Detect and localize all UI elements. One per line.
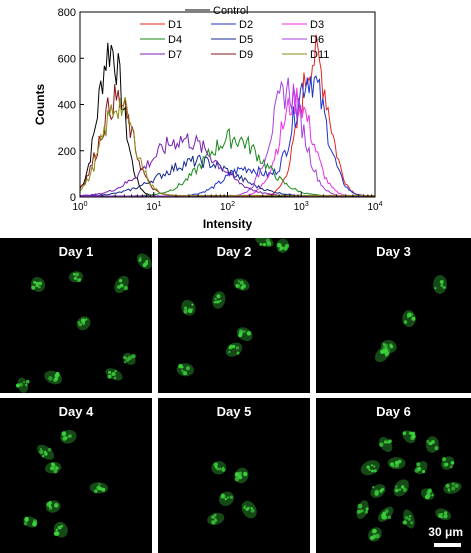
cell — [225, 342, 243, 357]
cell — [105, 368, 123, 381]
cell — [114, 275, 129, 294]
legend-label-d9: D9 — [239, 49, 253, 61]
cell — [15, 377, 30, 393]
cell — [37, 444, 55, 460]
cell — [360, 460, 380, 476]
cell — [122, 352, 136, 365]
x-tick-label: 100 — [72, 201, 87, 213]
x-axis-label: Intensity — [203, 217, 253, 231]
cell — [234, 467, 249, 484]
cell — [233, 278, 250, 291]
x-tick-label: 101 — [146, 201, 161, 213]
cell — [380, 339, 397, 354]
panel-label-day-5: Day 5 — [216, 404, 252, 419]
cell — [44, 370, 62, 385]
cell — [23, 516, 38, 528]
y-tick-label: 400 — [58, 100, 76, 112]
cell — [212, 291, 226, 309]
cell — [241, 500, 257, 519]
panel-label-day-2: Day 2 — [216, 244, 252, 259]
micrograph-day-4: Day 4 — [0, 398, 152, 553]
cell — [378, 506, 394, 522]
panel-label-day-6: Day 6 — [376, 404, 411, 419]
cell — [387, 457, 406, 470]
flow-cytometry-histogram: 0 200 400 600 800 100 101 102 103 104 Intensity Cou… — [33, 5, 383, 231]
cell — [370, 484, 386, 498]
cell — [420, 488, 435, 500]
legend-label-d4: D4 — [168, 34, 182, 46]
cell — [53, 521, 68, 538]
y-tick-label: 200 — [58, 146, 76, 158]
micrograph-day-1: Day 1 — [0, 238, 152, 393]
cell — [402, 430, 416, 444]
cell — [276, 238, 290, 253]
cell — [368, 527, 382, 542]
x-tick-label: 102 — [220, 201, 235, 213]
cell — [441, 456, 455, 470]
cell — [443, 481, 462, 494]
cell — [60, 429, 77, 444]
cell — [211, 461, 227, 475]
cell — [374, 346, 391, 363]
legend-label-d7: D7 — [168, 49, 182, 61]
cell — [425, 436, 439, 453]
micrograph-day-3: Day 3 — [316, 238, 471, 393]
y-tick-label: 0 — [70, 192, 76, 204]
cell — [402, 310, 416, 328]
x-tick-label: 103 — [294, 201, 309, 213]
cell — [45, 462, 62, 474]
y-axis-label: Counts — [33, 84, 47, 126]
cell — [176, 363, 195, 377]
series-line-d7 — [79, 133, 375, 197]
series-line-d11 — [79, 96, 376, 197]
legend-label-d11: D11 — [310, 49, 329, 61]
scale-bar-label: 30 μm — [428, 525, 463, 539]
cell — [356, 500, 369, 520]
cell — [137, 253, 152, 270]
y-tick-label: 800 — [58, 7, 76, 19]
scale-bar — [434, 543, 461, 547]
cell — [414, 461, 428, 475]
panel-label-day-1: Day 1 — [58, 244, 94, 259]
cell — [68, 271, 84, 283]
legend-label-d5: D5 — [239, 34, 253, 46]
series-line-d2 — [79, 75, 375, 197]
cell — [89, 482, 109, 494]
cell — [433, 275, 447, 294]
cell — [393, 479, 409, 497]
cell — [181, 299, 196, 316]
cell — [45, 500, 61, 513]
micrograph-day-5: Day 5 — [158, 398, 310, 553]
cell — [236, 327, 253, 341]
y-tick-label: 600 — [58, 53, 76, 65]
micrograph-day-6: Day 6 30 μm — [316, 398, 471, 553]
legend-label-d6: D6 — [310, 34, 324, 46]
legend-label-control: Control — [213, 5, 248, 17]
cell — [218, 491, 234, 506]
cell — [435, 508, 452, 521]
x-tick-label: 104 — [367, 201, 382, 213]
cell — [76, 316, 91, 331]
micrograph-day-2: Day 2 — [158, 238, 310, 393]
legend-label-d3: D3 — [310, 19, 324, 31]
cell — [402, 509, 415, 529]
panel-label-day-4: Day 4 — [58, 404, 94, 419]
cell — [255, 238, 274, 248]
cell — [30, 277, 46, 292]
legend-label-d1: D1 — [168, 19, 182, 31]
legend-label-d2: D2 — [239, 19, 253, 31]
panel-label-day-3: Day 3 — [376, 244, 411, 259]
series-line-d6 — [80, 77, 376, 197]
cell — [379, 436, 393, 453]
cell — [207, 512, 225, 525]
